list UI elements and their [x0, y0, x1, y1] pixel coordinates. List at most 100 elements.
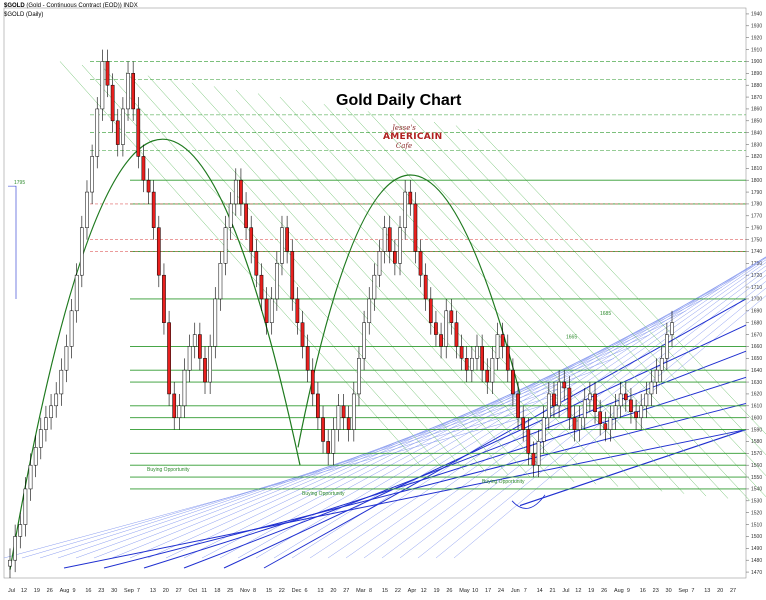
candle-up [577, 417, 582, 430]
candle-up [582, 399, 587, 418]
x-tick-label: 16 [640, 588, 646, 594]
y-tick-label: 1650 [751, 356, 762, 362]
candle-up [475, 346, 479, 359]
candle-up [377, 251, 382, 276]
fan-line-blue [219, 274, 741, 559]
candle-down [285, 227, 289, 252]
y-tick-label: 1800 [751, 178, 762, 184]
x-tick-label: Sep [678, 588, 688, 594]
candle-up [49, 405, 53, 418]
candle-down [295, 298, 300, 323]
y-tick-label: 1470 [751, 570, 762, 576]
fan-line-blue [381, 269, 766, 559]
x-tick-label: 27 [730, 588, 736, 594]
candle-up [33, 447, 38, 466]
candle-up [588, 393, 592, 401]
x-tick-label: 13 [150, 588, 156, 594]
fan-line-green [301, 100, 663, 492]
fan-line-green [411, 118, 766, 498]
candle-down [264, 298, 269, 323]
x-tick-label: 27 [343, 588, 349, 594]
candle-down [634, 411, 638, 418]
candle-up [208, 346, 212, 383]
y-tick-label: 1680 [751, 320, 762, 326]
x-tick-label: 24 [498, 588, 504, 594]
x-tick-label: Aug [614, 588, 624, 594]
x-tick-label: 20 [330, 588, 336, 594]
candle-up [541, 417, 546, 442]
fan-line-green [455, 125, 766, 456]
fan-line-blue [345, 262, 766, 559]
candle-up [192, 334, 197, 347]
symbol-header: $GOLD (Gold - Continuous Contract (EOD))… [4, 3, 138, 9]
x-tick-label: Sep [124, 588, 134, 594]
x-tick-label: 13 [317, 588, 323, 594]
candle-down [598, 411, 603, 424]
fan-line-green [367, 111, 729, 499]
logo-line3: Cafe [395, 142, 413, 150]
candle-up [13, 536, 17, 561]
fan-line-blue [147, 322, 669, 559]
fan-line-blue [3, 417, 525, 559]
candle-down [341, 405, 346, 418]
candle-up [372, 274, 377, 300]
x-tick-label: Jul [8, 588, 15, 594]
x-tick-label: Jun [511, 588, 520, 594]
candle-down [105, 61, 110, 86]
candle-down [136, 108, 141, 157]
candle-up [228, 203, 233, 228]
buying-opportunity-label: Buying Opportunity [147, 467, 190, 473]
fan-line-green [169, 79, 531, 478]
candle-down [464, 358, 469, 371]
x-tick-label: 11 [201, 588, 207, 594]
candle-up [44, 417, 48, 430]
x-tick-label: 26 [446, 588, 452, 594]
x-tick-label: 23 [98, 588, 104, 594]
x-tick-label: 9 [627, 588, 630, 594]
y-tick-label: 1550 [751, 475, 762, 481]
candle-down [203, 358, 207, 383]
y-tick-label: 1530 [751, 499, 762, 505]
candle-down [198, 334, 202, 359]
y-tick-label: 1920 [751, 35, 762, 41]
buying-opportunity-label: Buying Opportunity [302, 491, 345, 497]
y-tick-label: 1620 [751, 392, 762, 398]
candle-down [259, 274, 264, 300]
candle-up [213, 298, 218, 347]
candle-up [275, 263, 279, 300]
x-tick-label: 7 [137, 588, 140, 594]
y-tick-label: 1790 [751, 190, 762, 196]
fan-line-green [433, 121, 766, 477]
candle-down [408, 191, 413, 205]
logo-line2: AMERICAIN [383, 132, 443, 142]
x-tick-label: Apr [408, 588, 417, 594]
candle-up [639, 405, 644, 418]
y-tick-label: 1490 [751, 546, 762, 552]
candle-up [233, 179, 238, 205]
candle-down [449, 310, 454, 323]
x-tick-label: 17 [485, 588, 491, 594]
x-tick-label: Aug [60, 588, 70, 594]
x-tick-label: 30 [666, 588, 672, 594]
candle-up [64, 346, 69, 371]
candle-down [115, 120, 120, 145]
x-tick-label: 19 [34, 588, 40, 594]
x-tick-label: 6 [305, 588, 308, 594]
candle-up [490, 358, 495, 383]
candle-up [223, 227, 228, 264]
x-tick-label: 13 [704, 588, 710, 594]
y-tick-label: 1660 [751, 344, 762, 350]
candle-up [659, 358, 664, 371]
candle-up [177, 405, 182, 418]
candle-up [654, 369, 659, 383]
candle-down [305, 346, 310, 371]
candle-down [500, 334, 505, 347]
candle-up [182, 369, 187, 407]
y-tick-label: 1640 [751, 368, 762, 374]
candle-up [618, 393, 623, 407]
y-tick-label: 1670 [751, 332, 762, 338]
fan-line-blue [399, 275, 766, 559]
candle-up [187, 346, 192, 371]
candle-up [444, 310, 449, 347]
